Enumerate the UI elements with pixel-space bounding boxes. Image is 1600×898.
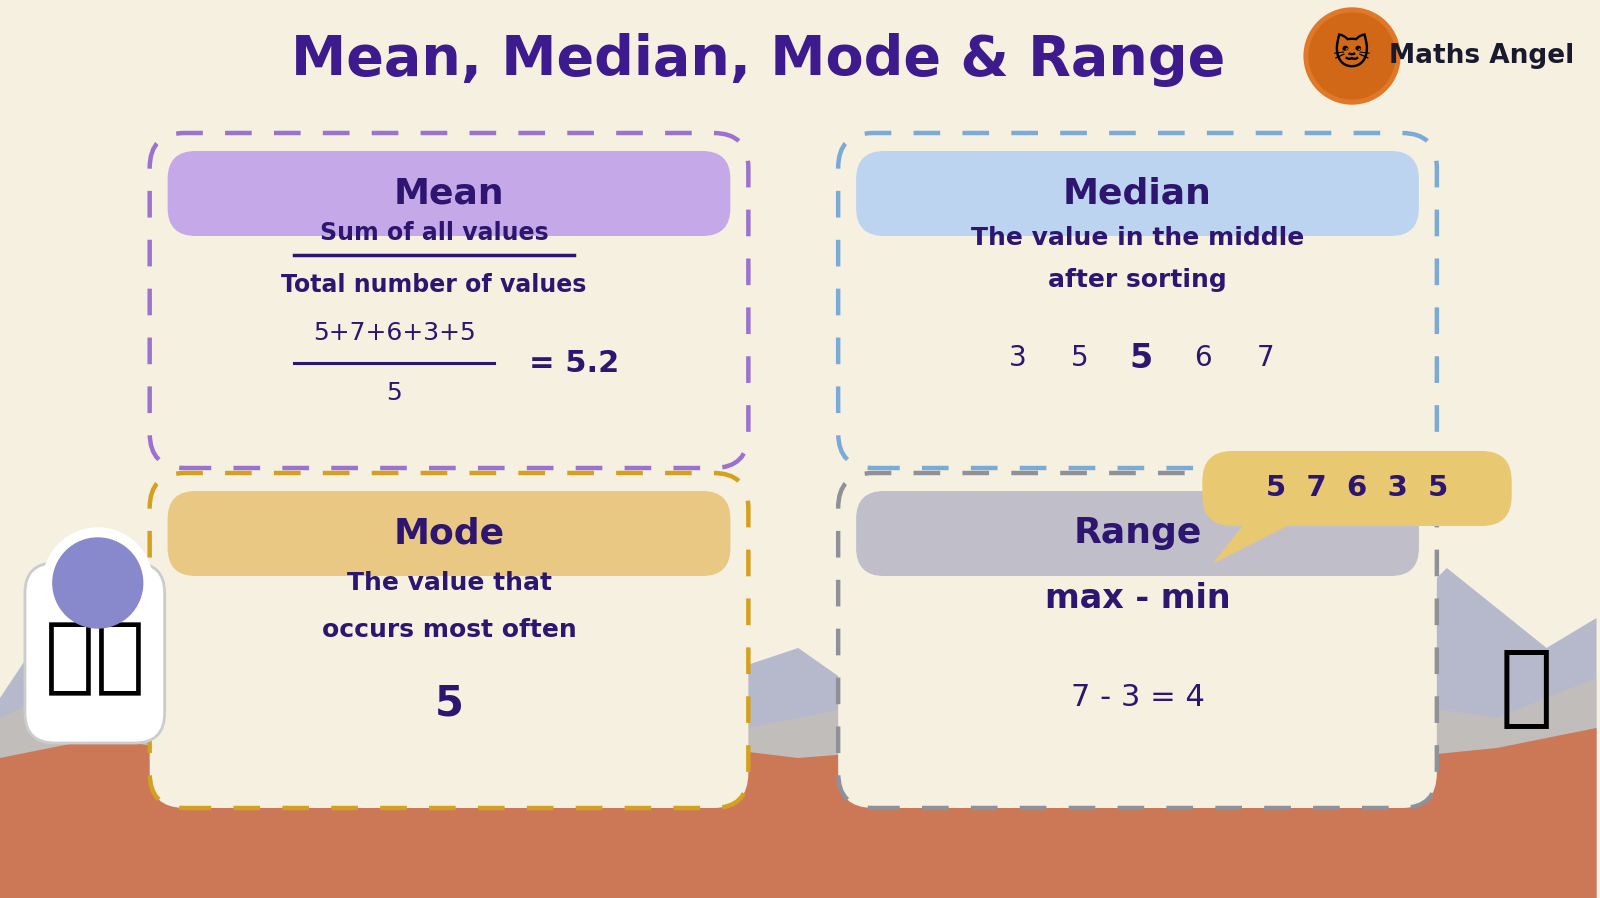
Text: max - min: max - min (1045, 582, 1230, 614)
Circle shape (1309, 13, 1395, 99)
FancyBboxPatch shape (856, 491, 1419, 576)
FancyBboxPatch shape (150, 473, 749, 808)
FancyBboxPatch shape (1202, 451, 1512, 526)
Text: 5: 5 (435, 682, 464, 724)
FancyBboxPatch shape (168, 491, 730, 576)
Text: occurs most often: occurs most often (322, 618, 576, 642)
Text: The value that: The value that (347, 571, 552, 595)
Text: 5+7+6+3+5: 5+7+6+3+5 (312, 321, 475, 345)
Text: Sum of all values: Sum of all values (320, 221, 549, 245)
Polygon shape (0, 648, 1597, 898)
Text: 5: 5 (386, 381, 402, 405)
Text: 3: 3 (1010, 344, 1027, 372)
Text: 7 - 3 = 4: 7 - 3 = 4 (1070, 683, 1205, 712)
Text: The value in the middle: The value in the middle (971, 226, 1304, 250)
Text: Mean: Mean (394, 177, 504, 210)
Circle shape (53, 538, 142, 628)
Text: after sorting: after sorting (1048, 268, 1227, 292)
Polygon shape (1213, 526, 1286, 564)
FancyBboxPatch shape (856, 151, 1419, 236)
Text: = 5.2: = 5.2 (530, 348, 619, 377)
Text: Range: Range (1074, 516, 1202, 550)
Text: 5: 5 (1070, 344, 1088, 372)
Text: 5  7  6  3  5: 5 7 6 3 5 (1266, 474, 1448, 503)
FancyBboxPatch shape (838, 473, 1437, 808)
Text: 🐱: 🐱 (1333, 39, 1371, 73)
Text: 7: 7 (1256, 344, 1274, 372)
Text: Total number of values: Total number of values (282, 273, 587, 297)
FancyBboxPatch shape (838, 133, 1437, 468)
Text: Mode: Mode (394, 516, 504, 550)
Text: Maths Angel: Maths Angel (1389, 43, 1574, 69)
Circle shape (1304, 8, 1400, 104)
Text: Mean, Median, Mode & Range: Mean, Median, Mode & Range (291, 33, 1226, 87)
Text: 🧑‍🚀: 🧑‍🚀 (45, 618, 144, 699)
FancyBboxPatch shape (26, 563, 165, 743)
Text: 🎯: 🎯 (1499, 645, 1554, 732)
Text: 6: 6 (1195, 344, 1213, 372)
Text: Median: Median (1062, 177, 1211, 210)
Text: 5: 5 (1130, 341, 1154, 374)
Polygon shape (0, 548, 1597, 898)
Polygon shape (0, 728, 1597, 898)
FancyBboxPatch shape (168, 151, 730, 236)
FancyBboxPatch shape (150, 133, 749, 468)
Circle shape (43, 528, 152, 638)
